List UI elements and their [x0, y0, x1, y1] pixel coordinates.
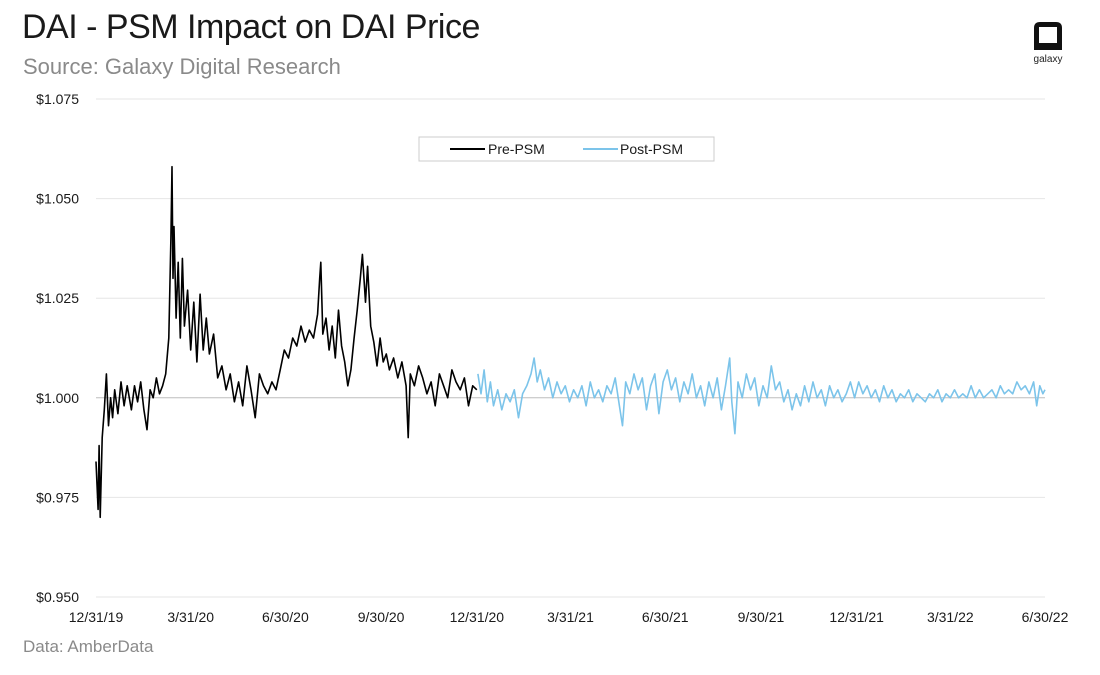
chart-subtitle: Source: Galaxy Digital Research: [23, 54, 341, 79]
x-tick-label: 12/31/20: [450, 609, 505, 625]
series-lines: [95, 165, 1046, 519]
logo-text: galaxy: [1033, 54, 1063, 65]
y-tick-label: $1.000: [36, 390, 79, 406]
y-tick-label: $1.025: [36, 290, 79, 306]
series-line-pre-psm: [95, 165, 478, 519]
x-tick-label: 3/31/20: [167, 609, 214, 625]
x-tick-label: 6/30/20: [262, 609, 309, 625]
x-tick-label: 6/30/22: [1022, 609, 1069, 625]
x-tick-label: 3/31/21: [547, 609, 594, 625]
legend-label: Post-PSM: [620, 141, 683, 157]
y-tick-label: $0.950: [36, 589, 79, 605]
x-tick-label: 6/30/21: [642, 609, 689, 625]
galaxy-logo-icon: [1034, 22, 1062, 50]
grid-lines: [96, 98, 1045, 598]
x-tick-label: 12/31/21: [829, 609, 884, 625]
x-tick-label: 9/30/21: [738, 609, 785, 625]
x-tick-label: 12/31/19: [69, 609, 124, 625]
x-axis-ticks: 12/31/19 3/31/20 6/30/20 9/30/20 12/31/20 3/3…: [69, 609, 1069, 625]
data-source-note: Data: AmberData: [23, 637, 154, 656]
y-tick-label: $0.975: [36, 489, 79, 505]
x-tick-label: 9/30/20: [358, 609, 405, 625]
y-tick-label: $1.075: [36, 91, 79, 107]
galaxy-logo: galaxy: [1026, 20, 1070, 65]
chart-title: DAI - PSM Impact on DAI Price: [22, 8, 480, 46]
y-tick-label: $1.050: [36, 191, 79, 207]
x-tick-label: 3/31/22: [927, 609, 974, 625]
legend: Pre-PSM Post-PSM: [418, 136, 715, 162]
series-line-post-psm: [477, 357, 1046, 435]
legend-label: Pre-PSM: [488, 141, 545, 157]
y-axis-ticks: $0.950 $0.975 $1.000 $1.025 $1.050 $1.075: [36, 91, 79, 605]
